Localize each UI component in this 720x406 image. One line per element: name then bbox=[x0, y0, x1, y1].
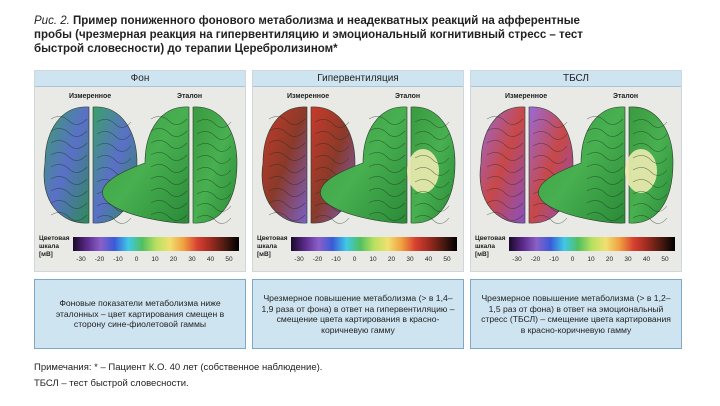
panel-header: Фон bbox=[35, 71, 245, 87]
scale-tick: -30 bbox=[76, 256, 86, 263]
scale-tick: 0 bbox=[570, 256, 575, 263]
scale-tick: 10 bbox=[587, 256, 595, 263]
panel-header: ТБСЛ bbox=[471, 71, 681, 87]
scale-tick: 40 bbox=[642, 256, 651, 263]
scale-tick: 30 bbox=[624, 256, 632, 263]
scale-tick: -30 bbox=[294, 256, 304, 263]
scale-bar bbox=[291, 237, 457, 251]
scale-tick: -10 bbox=[331, 256, 341, 263]
scale-tick: 10 bbox=[369, 256, 377, 263]
brain-maps bbox=[43, 106, 238, 224]
scale-tick: 0 bbox=[352, 256, 357, 263]
measured-label: Измеренное bbox=[287, 93, 330, 100]
scale-tick: -20 bbox=[94, 256, 105, 263]
reference-label: Эталон bbox=[613, 93, 639, 100]
scale-tick: 40 bbox=[424, 256, 433, 263]
brain-maps bbox=[261, 106, 456, 224]
scale-tick: 40 bbox=[206, 256, 215, 263]
figure-label: Рис. 2. bbox=[34, 15, 70, 27]
panel-description: Чрезмерное повышение метаболизма (> в 1,… bbox=[470, 279, 682, 349]
scale-label: Цветовая шкала [мВ] bbox=[257, 235, 288, 258]
scale-tick: 50 bbox=[443, 256, 451, 263]
reference-label: Эталон bbox=[177, 93, 203, 100]
color-scale: Цветовая шкала [мВ] -30 -20 -10 0 10 20 30 40 50 bbox=[39, 235, 243, 269]
scale-tick: -30 bbox=[512, 256, 522, 263]
description-text: Чрезмерное повышение метаболизма (> в 1,… bbox=[261, 293, 455, 335]
description-text: Фоновые показатели метаболизма ниже этал… bbox=[55, 298, 225, 330]
scale-tick: -20 bbox=[530, 256, 541, 263]
scale-tick: 20 bbox=[169, 256, 178, 263]
figure-title-text: Пример пониженного фонового метаболизма … bbox=[34, 15, 583, 55]
scale-tick: 20 bbox=[387, 256, 396, 263]
measured-label: Измеренное bbox=[505, 93, 548, 100]
panel-description: Фоновые показатели метаболизма ниже этал… bbox=[34, 279, 246, 349]
map-panel: ТБСЛ Измеренное Эталон Цветовая шкала [м… bbox=[470, 70, 682, 272]
scale-bar bbox=[73, 237, 239, 251]
scale-tick: 50 bbox=[661, 256, 669, 263]
scale-tick: 0 bbox=[134, 256, 139, 263]
measured-label: Измеренное bbox=[69, 93, 112, 100]
note: Примечания: * – Пациент К.О. 40 лет (соб… bbox=[34, 362, 323, 373]
panel-header: Гипервентиляция bbox=[253, 71, 463, 87]
scale-tick: -10 bbox=[549, 256, 559, 263]
scale-label: Цветовая шкала [мВ] bbox=[475, 235, 506, 258]
scale-tick: 30 bbox=[188, 256, 196, 263]
scale-tick: -10 bbox=[113, 256, 123, 263]
description-text: Чрезмерное повышение метаболизма (> в 1,… bbox=[481, 293, 671, 335]
scale-label: Цветовая шкала [мВ] bbox=[39, 235, 70, 258]
scale-tick: 20 bbox=[605, 256, 614, 263]
figure-title: Рис. 2. Пример пониженного фонового мета… bbox=[34, 14, 594, 56]
color-scale: Цветовая шкала [мВ] -30 -20 -10 0 10 20 30 40 50 bbox=[475, 235, 679, 269]
map-panel: Гипервентиляция Измеренное Эталон Цветов… bbox=[252, 70, 464, 272]
panel-description: Чрезмерное повышение метаболизма (> в 1,… bbox=[252, 279, 464, 349]
scale-bar bbox=[509, 237, 675, 251]
brain-maps bbox=[479, 106, 674, 224]
note: ТБСЛ – тест быстрой словесности. bbox=[34, 378, 189, 389]
scale-tick: 30 bbox=[406, 256, 414, 263]
scale-tick: -20 bbox=[312, 256, 323, 263]
color-scale: Цветовая шкала [мВ] -30 -20 -10 0 10 20 30 40 50 bbox=[257, 235, 461, 269]
scale-tick: 50 bbox=[225, 256, 233, 263]
scale-tick: 10 bbox=[151, 256, 159, 263]
reference-label: Эталон bbox=[395, 93, 421, 100]
map-panel: Фон Измеренное Эталон Цветовая шкала [мВ… bbox=[34, 70, 246, 272]
